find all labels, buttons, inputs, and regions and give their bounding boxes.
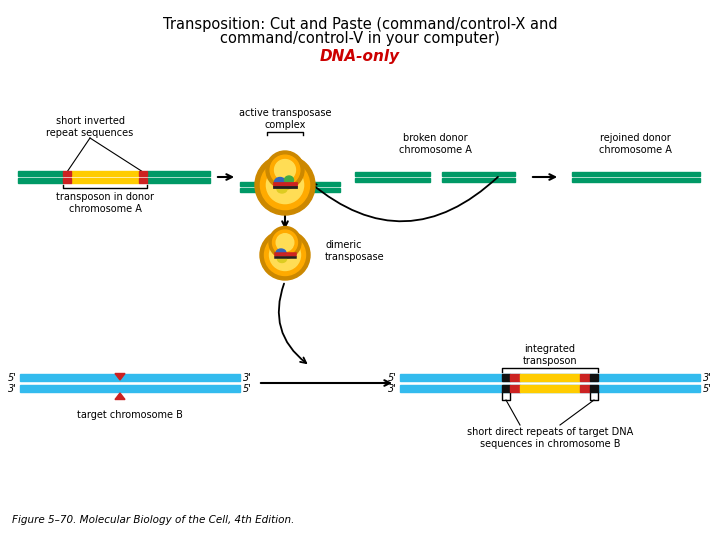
Circle shape [260, 230, 310, 280]
Circle shape [269, 226, 301, 259]
FancyBboxPatch shape [442, 172, 515, 176]
FancyBboxPatch shape [510, 385, 520, 392]
FancyBboxPatch shape [572, 172, 700, 176]
FancyBboxPatch shape [442, 178, 515, 182]
FancyBboxPatch shape [20, 374, 240, 381]
Circle shape [270, 155, 300, 185]
Circle shape [266, 166, 304, 204]
Text: 5': 5' [8, 373, 17, 383]
Circle shape [274, 159, 295, 180]
Text: active transposase
complex: active transposase complex [239, 109, 331, 130]
Text: integrated
transposon: integrated transposon [523, 345, 577, 366]
FancyBboxPatch shape [590, 374, 598, 381]
FancyBboxPatch shape [400, 385, 700, 392]
FancyBboxPatch shape [572, 178, 700, 182]
Circle shape [266, 151, 304, 189]
Text: 3': 3' [703, 373, 712, 383]
Text: 3': 3' [8, 384, 17, 394]
FancyBboxPatch shape [510, 374, 520, 381]
Circle shape [276, 234, 294, 251]
Text: broken donor
chromosome A: broken donor chromosome A [399, 133, 472, 155]
Text: 5': 5' [703, 384, 712, 394]
Text: target chromosome B: target chromosome B [77, 410, 183, 420]
Circle shape [272, 230, 297, 255]
Text: short inverted
repeat sequences: short inverted repeat sequences [46, 117, 134, 138]
Ellipse shape [277, 185, 287, 193]
FancyBboxPatch shape [71, 171, 139, 176]
Text: command/control-V in your computer): command/control-V in your computer) [220, 31, 500, 46]
Text: DNA-only: DNA-only [320, 49, 400, 64]
FancyBboxPatch shape [147, 178, 210, 183]
Circle shape [261, 160, 310, 210]
FancyBboxPatch shape [240, 182, 263, 186]
Circle shape [269, 240, 300, 271]
Text: Figure 5–70. Molecular Biology of the Cell, 4th Edition.: Figure 5–70. Molecular Biology of the Ce… [12, 515, 294, 525]
Text: 3': 3' [243, 373, 252, 383]
Text: 5': 5' [243, 384, 252, 394]
FancyBboxPatch shape [147, 171, 210, 176]
Polygon shape [115, 393, 125, 400]
Polygon shape [115, 374, 125, 380]
Text: 5': 5' [388, 373, 397, 383]
FancyBboxPatch shape [18, 171, 63, 176]
Circle shape [255, 155, 315, 215]
FancyBboxPatch shape [307, 182, 340, 186]
FancyBboxPatch shape [355, 172, 430, 176]
FancyBboxPatch shape [307, 188, 340, 192]
Ellipse shape [277, 255, 287, 262]
Ellipse shape [276, 249, 286, 257]
FancyBboxPatch shape [580, 385, 590, 392]
FancyBboxPatch shape [20, 385, 240, 392]
FancyBboxPatch shape [502, 385, 510, 392]
FancyBboxPatch shape [139, 178, 147, 183]
Ellipse shape [274, 178, 286, 186]
FancyBboxPatch shape [63, 178, 71, 183]
FancyBboxPatch shape [580, 374, 590, 381]
FancyBboxPatch shape [240, 188, 263, 192]
FancyBboxPatch shape [139, 171, 147, 176]
FancyBboxPatch shape [63, 171, 71, 176]
Ellipse shape [284, 176, 294, 184]
Text: transposon in donor
chromosome A: transposon in donor chromosome A [56, 192, 154, 214]
FancyBboxPatch shape [71, 178, 139, 183]
Text: dimeric
transposase: dimeric transposase [325, 240, 384, 262]
FancyBboxPatch shape [520, 385, 580, 392]
FancyBboxPatch shape [355, 178, 430, 182]
Circle shape [264, 234, 305, 275]
FancyBboxPatch shape [502, 374, 510, 381]
FancyBboxPatch shape [18, 178, 63, 183]
Text: rejoined donor
chromosome A: rejoined donor chromosome A [598, 133, 672, 155]
Text: 3': 3' [388, 384, 397, 394]
Text: Transposition: Cut and Paste (command/control-X and: Transposition: Cut and Paste (command/co… [163, 17, 557, 31]
FancyBboxPatch shape [590, 385, 598, 392]
FancyBboxPatch shape [520, 374, 580, 381]
FancyBboxPatch shape [400, 374, 700, 381]
Text: short direct repeats of target DNA
sequences in chromosome B: short direct repeats of target DNA seque… [467, 427, 633, 449]
